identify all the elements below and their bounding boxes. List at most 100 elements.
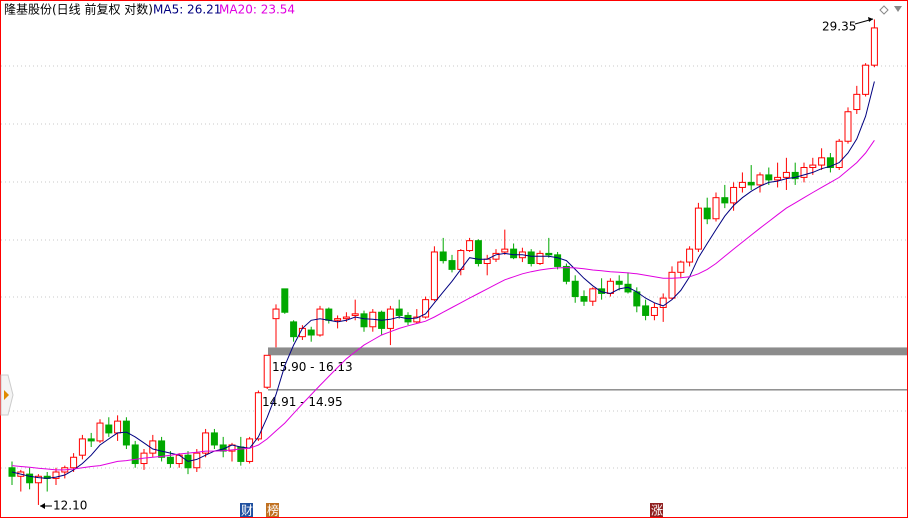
candle-body: [316, 308, 324, 336]
gap-band: [268, 389, 907, 391]
candle-body: [52, 471, 60, 479]
candle-body: [730, 186, 738, 204]
candle-body: [589, 288, 597, 302]
grid: [1, 65, 907, 469]
candle-body: [554, 254, 562, 267]
candle-body: [78, 438, 86, 456]
candle-body: [96, 422, 104, 442]
high-label: 29.35: [822, 20, 856, 34]
candle-body: [430, 251, 438, 301]
arrowhead: [40, 503, 45, 509]
candle-body: [721, 197, 729, 204]
candle-body: [114, 420, 122, 434]
candle-body: [510, 248, 518, 259]
ma-line: [11, 140, 875, 471]
side-arrow[interactable]: [4, 390, 9, 400]
candle-body: [193, 452, 201, 469]
candle-body: [642, 305, 650, 316]
candle-body: [782, 171, 790, 178]
candle-body: [158, 440, 166, 458]
candle-body: [466, 240, 474, 252]
candle-body: [765, 174, 773, 181]
candle-body: [342, 316, 350, 320]
candle-body: [527, 251, 535, 265]
candle-body: [545, 252, 553, 256]
candle-body: [791, 171, 799, 180]
candle-body: [413, 316, 421, 323]
arrowhead: [868, 17, 873, 22]
candle-body: [246, 438, 254, 462]
candle-body: [105, 424, 113, 434]
candle-body: [87, 438, 95, 442]
marker[interactable]: 榜: [267, 503, 279, 518]
candle-body: [826, 157, 834, 169]
marker[interactable]: 财: [241, 504, 253, 518]
candle-body: [774, 176, 782, 181]
candle-body: [615, 280, 623, 285]
plot: 15.90 - 16.13 14.91 - 14.95: [8, 19, 907, 505]
candle-body: [70, 456, 78, 469]
candle-body: [34, 475, 42, 484]
candle-body: [395, 308, 403, 316]
marker-box[interactable]: [240, 503, 253, 517]
low-label: 12.10: [53, 499, 87, 513]
marker[interactable]: 涨: [651, 503, 663, 518]
candle-body: [448, 260, 456, 270]
icon[interactable]: [879, 5, 889, 15]
candle-body: [800, 167, 808, 178]
candle-body: [536, 252, 544, 265]
candle-body: [606, 280, 614, 294]
candle-body: [254, 392, 262, 440]
candle-body: [580, 296, 588, 302]
candle-body: [263, 354, 271, 388]
candle-body: [360, 313, 368, 328]
icon[interactable]: [894, 6, 902, 12]
legend-ma5: MA5: 26.21: [153, 3, 221, 17]
gap-label: 15.90 - 16.13: [272, 360, 353, 374]
candle-body: [703, 207, 711, 220]
candle-body: [659, 297, 667, 308]
candle-body: [650, 306, 658, 316]
marker-box[interactable]: [650, 503, 663, 517]
candle-body: [272, 308, 280, 320]
candle-body: [818, 157, 826, 166]
ma-line: [11, 81, 875, 479]
marker-box[interactable]: [266, 503, 279, 517]
candle-body: [712, 197, 720, 220]
candle-body: [738, 181, 746, 188]
candle-body: [122, 420, 130, 446]
candle-body: [210, 432, 218, 446]
candle-body: [351, 313, 359, 316]
candle-body: [677, 261, 685, 273]
candle-body: [844, 111, 852, 142]
gap-band: [268, 347, 907, 356]
chart-title: 隆基股份(日线 前复权 对数): [4, 2, 153, 17]
candle-body: [474, 240, 482, 265]
gap-label: 14.91 - 14.95: [262, 395, 343, 409]
candle-body: [26, 473, 34, 484]
candle-body: [290, 321, 298, 338]
candle-body: [862, 64, 870, 95]
candle-body: [131, 444, 139, 465]
candle-body: [668, 271, 676, 299]
candle-body: [501, 248, 509, 253]
candle-body: [756, 174, 764, 186]
candle-body: [571, 280, 579, 298]
candle-body: [166, 456, 174, 465]
candle-body: [870, 27, 878, 66]
candle-body: [694, 207, 702, 250]
candle-body: [334, 318, 342, 321]
candle-body: [325, 308, 333, 321]
candle-body: [483, 258, 491, 265]
candle-body: [686, 248, 694, 263]
candle-body: [281, 288, 289, 313]
candle-body: [439, 251, 447, 262]
candle-body: [422, 299, 430, 318]
candle-body: [835, 140, 843, 169]
candle-body: [853, 93, 861, 111]
candle-body: [633, 291, 641, 307]
candle-body: [202, 432, 210, 454]
candle-body: [747, 181, 755, 186]
